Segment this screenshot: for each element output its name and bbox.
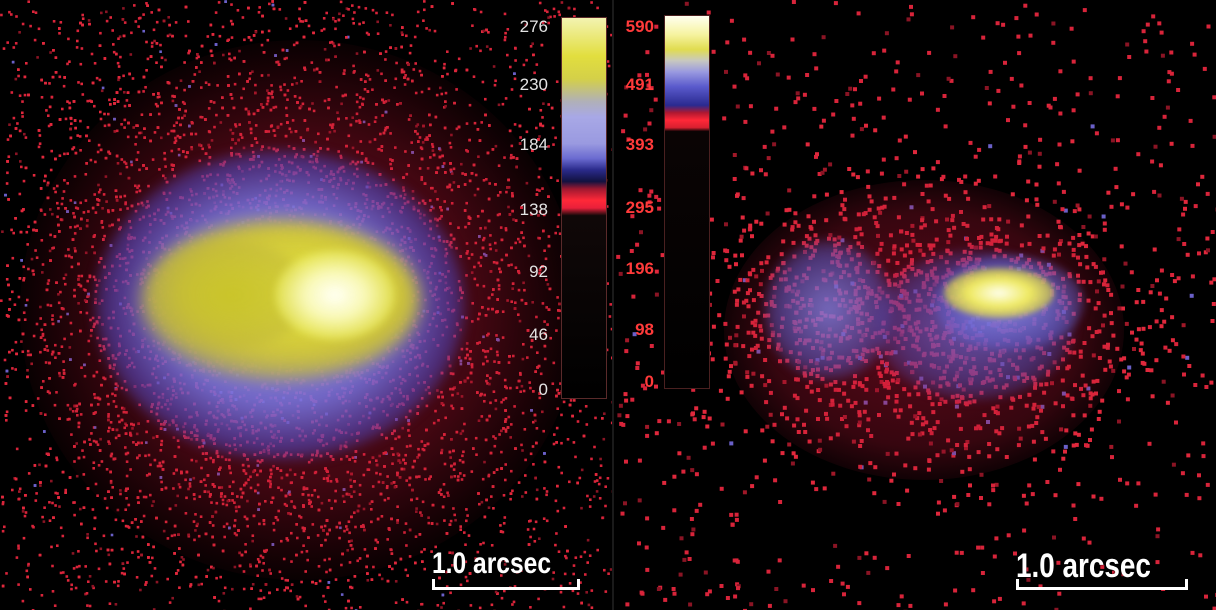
left-colorbar-tick: 46 [529,325,548,344]
right-colorbar-tick: 590 [625,17,654,36]
right-colorbar [664,15,710,389]
right-scale-bar-line [1016,579,1188,590]
left-scale-bar: 1.0 arcsec [432,547,592,590]
right-colorbar-tick: 196 [625,259,654,278]
right-colorbar-tick: 98 [635,320,654,339]
left-scale-bar-line [432,579,580,590]
right-colorbar-tick: 393 [625,135,654,154]
left-colorbar [561,17,607,399]
left-colorbar-tick: 184 [519,135,548,154]
left-colorbar-tick: 0 [538,380,548,399]
right-scale-bar-label: 1.0 arcsec [1016,547,1151,585]
right-galaxy-core [944,268,1054,318]
right-scale-bar: 1.0 arcsec [1016,547,1196,590]
right-image-panel [614,0,1216,610]
right-colorbar-tick: 491 [625,75,654,94]
left-scale-bar-label: 1.0 arcsec [432,547,552,580]
left-colorbar-tick: 92 [529,262,548,281]
left-colorbar-tick: 230 [519,75,548,94]
right-galaxy-west-lobe [764,240,894,380]
right-colorbar-tick: 0 [644,372,654,391]
left-colorbar-tick: 276 [519,17,548,36]
right-colorbar-tick: 295 [625,198,654,217]
panel-divider [612,0,614,610]
left-image-panel: 276 230 184 138 92 46 0 1.0 arcsec [0,0,612,610]
left-colorbar-tick: 138 [519,200,548,219]
left-galaxy-core [275,250,395,340]
